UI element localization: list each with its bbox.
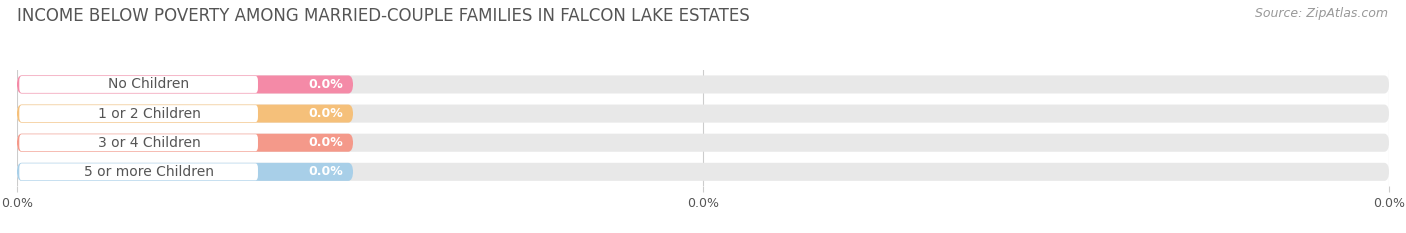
FancyBboxPatch shape bbox=[17, 163, 1389, 181]
Text: 3 or 4 Children: 3 or 4 Children bbox=[97, 136, 200, 150]
Text: 0.0%: 0.0% bbox=[308, 107, 343, 120]
FancyBboxPatch shape bbox=[17, 163, 353, 181]
FancyBboxPatch shape bbox=[17, 75, 262, 93]
Text: INCOME BELOW POVERTY AMONG MARRIED-COUPLE FAMILIES IN FALCON LAKE ESTATES: INCOME BELOW POVERTY AMONG MARRIED-COUPL… bbox=[17, 7, 749, 25]
Text: 5 or more Children: 5 or more Children bbox=[84, 165, 214, 179]
Text: 1 or 2 Children: 1 or 2 Children bbox=[97, 106, 201, 121]
FancyBboxPatch shape bbox=[17, 105, 353, 123]
FancyBboxPatch shape bbox=[17, 134, 262, 152]
FancyBboxPatch shape bbox=[20, 163, 257, 180]
Text: No Children: No Children bbox=[108, 77, 190, 92]
Text: 0.0%: 0.0% bbox=[308, 165, 343, 178]
FancyBboxPatch shape bbox=[20, 76, 257, 93]
FancyBboxPatch shape bbox=[17, 105, 262, 123]
FancyBboxPatch shape bbox=[20, 105, 257, 122]
Text: Source: ZipAtlas.com: Source: ZipAtlas.com bbox=[1254, 7, 1388, 20]
FancyBboxPatch shape bbox=[17, 75, 1389, 93]
Text: 0.0%: 0.0% bbox=[308, 136, 343, 149]
Text: 0.0%: 0.0% bbox=[308, 78, 343, 91]
FancyBboxPatch shape bbox=[17, 134, 353, 152]
FancyBboxPatch shape bbox=[20, 134, 257, 151]
FancyBboxPatch shape bbox=[17, 75, 353, 93]
FancyBboxPatch shape bbox=[17, 134, 1389, 152]
FancyBboxPatch shape bbox=[17, 163, 262, 181]
FancyBboxPatch shape bbox=[17, 105, 1389, 123]
